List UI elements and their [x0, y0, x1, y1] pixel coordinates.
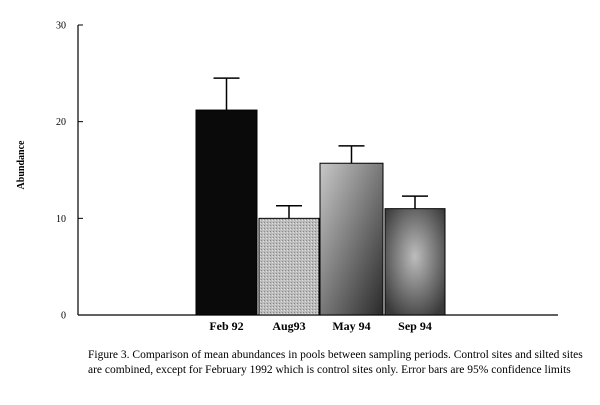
- x-category-label: Sep 94: [398, 319, 432, 333]
- y-tick-label: 30: [56, 21, 66, 32]
- bar-2: [258, 217, 320, 316]
- y-tick-label: 20: [56, 117, 66, 128]
- y-axis-title: Abundance: [16, 140, 27, 189]
- bar-3: [319, 162, 384, 316]
- x-category-label: Feb 92: [209, 319, 243, 333]
- x-category-label: Aug93: [272, 319, 305, 333]
- bar-4: [384, 208, 446, 316]
- bars: [195, 77, 446, 316]
- y-tick-label: 10: [56, 214, 66, 225]
- labels: 0 10 20 30 Abundance Feb 92 Aug93 May 94 Sep 94: [16, 21, 432, 334]
- y-tick-label: 0: [61, 311, 66, 322]
- figure-caption: Figure 3. Comparison of mean abundances …: [88, 349, 583, 376]
- x-category-label: May 94: [332, 319, 370, 333]
- bar-1: [195, 109, 258, 316]
- bar-chart: 0 10 20 30 Abundance Feb 92 Aug93 May 94 Sep 94: [16, 21, 558, 334]
